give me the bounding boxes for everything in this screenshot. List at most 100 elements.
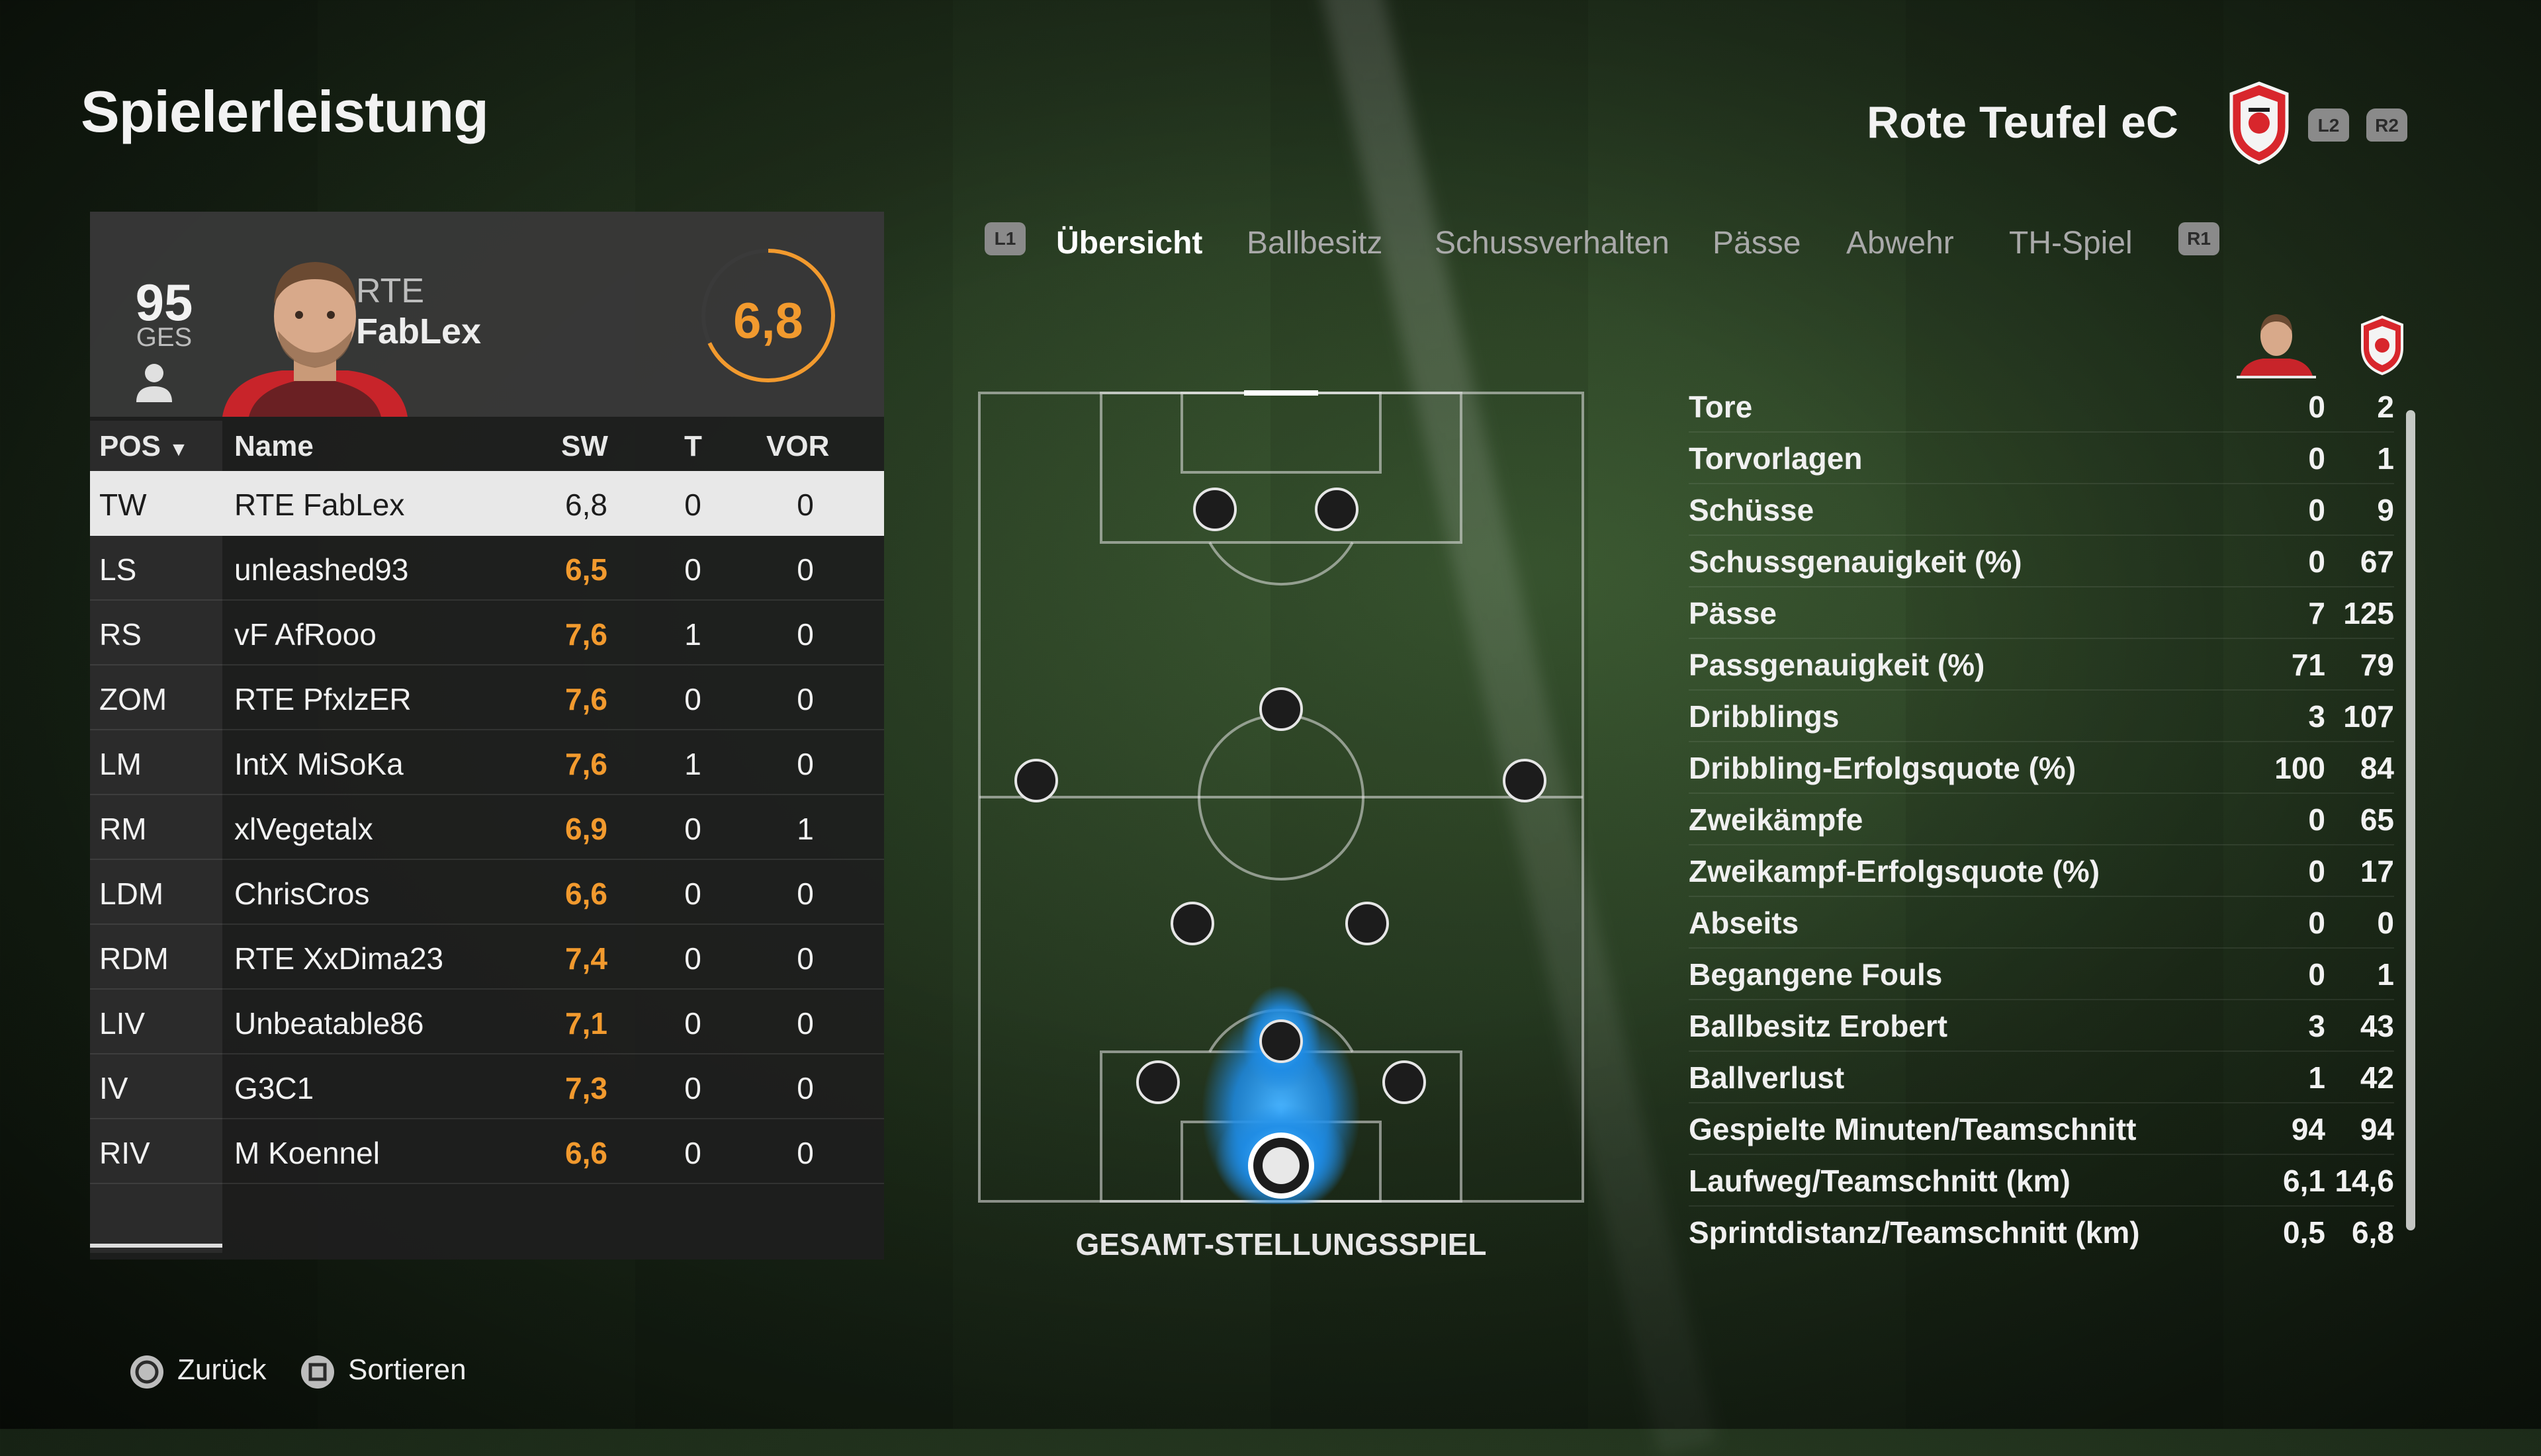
stat-player-value: 7 xyxy=(2308,596,2325,630)
stat-player-value: 0 xyxy=(2308,957,2325,992)
table-row[interactable]: TW RTE FabLex 6,8 0 0 xyxy=(90,471,884,536)
marker-rdm xyxy=(1345,902,1389,945)
stat-team-value: 94 xyxy=(2360,1112,2394,1146)
row-t: 0 xyxy=(684,1006,701,1041)
row-vor: 0 xyxy=(797,1136,814,1170)
team-name: Rote Teufel eC xyxy=(1866,97,2178,148)
back-label[interactable]: Zurück xyxy=(177,1353,267,1386)
header-name[interactable]: Name xyxy=(234,430,314,462)
player-avatar xyxy=(209,245,421,417)
row-pos: LIV xyxy=(99,1006,146,1041)
stat-team-value: 84 xyxy=(2360,751,2394,785)
table-row[interactable]: LIV Unbeatable86 7,1 0 0 xyxy=(90,990,884,1054)
row-sw: 6,6 xyxy=(565,877,607,911)
stat-label: Passgenauigkeit (%) xyxy=(1689,648,1985,682)
table-row[interactable]: LS unleashed93 6,5 0 0 xyxy=(90,536,884,601)
stat-row: Begangene Fouls 0 1 xyxy=(1689,947,2394,1000)
header-t[interactable]: T xyxy=(684,430,702,462)
stat-label: Zweikämpfe xyxy=(1689,802,1863,837)
stat-label: Laufweg/Teamschnitt (km) xyxy=(1689,1164,2071,1198)
stat-team-value: 125 xyxy=(2343,596,2394,630)
row-name: RTE FabLex xyxy=(234,488,405,522)
table-row[interactable]: RS vF AfRooo 7,6 1 0 xyxy=(90,601,884,665)
marker-rm xyxy=(1503,759,1546,802)
stat-player-value: 0 xyxy=(2308,441,2325,476)
player-name: FabLex xyxy=(356,312,482,351)
marker-rs xyxy=(1315,488,1359,531)
table-row[interactable]: RIV M Koennel 6,6 0 0 xyxy=(90,1119,884,1184)
row-name: xlVegetalx xyxy=(234,812,373,846)
stat-label: Abseits xyxy=(1689,906,1799,940)
row-vor: 0 xyxy=(797,617,814,652)
l1-button[interactable]: L1 xyxy=(985,222,1026,255)
stat-team-value: 2 xyxy=(2377,390,2394,424)
stat-team-value: 17 xyxy=(2360,854,2394,888)
row-vor: 0 xyxy=(797,552,814,587)
row-sw: 7,6 xyxy=(565,682,607,716)
tab-schussverhalten[interactable]: Schussverhalten xyxy=(1435,226,1670,261)
header-sw[interactable]: SW xyxy=(561,430,608,462)
stat-label: Ballverlust xyxy=(1689,1060,1845,1095)
row-name: RTE PfxlzER xyxy=(234,682,412,716)
stat-team-value: 1 xyxy=(2377,441,2394,476)
header-pos[interactable]: POS ▼ xyxy=(99,430,189,462)
r2-button[interactable]: R2 xyxy=(2366,108,2407,142)
row-vor: 0 xyxy=(797,682,814,716)
l2-button[interactable]: L2 xyxy=(2308,108,2349,142)
overall-rating: 95 xyxy=(135,273,193,331)
player-markers xyxy=(1014,488,1546,1104)
tab-abwehr[interactable]: Abwehr xyxy=(1846,226,1954,261)
row-pos: RM xyxy=(99,812,147,846)
table-row[interactable]: LM IntX MiSoKa 7,6 1 0 xyxy=(90,730,884,795)
table-row[interactable]: LDM ChrisCros 6,6 0 0 xyxy=(90,860,884,925)
stat-row: Laufweg/Teamschnitt (km) 6,1 14,6 xyxy=(1689,1154,2394,1207)
row-name: Unbeatable86 xyxy=(234,1006,424,1041)
table-row[interactable]: RM xlVegetalx 6,9 0 1 xyxy=(90,795,884,860)
stat-team-value: 14,6 xyxy=(2335,1164,2394,1198)
tab-paesse[interactable]: Pässe xyxy=(1713,226,1801,261)
match-rating-ring xyxy=(701,249,835,382)
stat-team-value: 43 xyxy=(2360,1009,2394,1043)
stat-player-value: 0 xyxy=(2308,493,2325,527)
stat-row: Dribbling-Erfolgsquote (%) 100 84 xyxy=(1689,741,2394,794)
stat-team-value: 79 xyxy=(2360,648,2394,682)
tab-uebersicht[interactable]: Übersicht xyxy=(1056,226,1203,261)
stat-label: Pässe xyxy=(1689,596,1777,630)
square-button-icon[interactable] xyxy=(299,1353,336,1391)
stat-team-value: 9 xyxy=(2377,493,2394,527)
row-vor: 0 xyxy=(797,941,814,976)
stat-label: Schüsse xyxy=(1689,493,1814,527)
header-vor[interactable]: VOR xyxy=(766,430,830,462)
row-name: unleashed93 xyxy=(234,552,409,587)
table-row[interactable]: ZOM RTE PfxlzER 7,6 0 0 xyxy=(90,665,884,730)
stat-label: Sprintdistanz/Teamschnitt (km) xyxy=(1689,1215,2140,1250)
row-pos: IV xyxy=(99,1071,128,1105)
table-row[interactable]: IV G3C1 7,3 0 0 xyxy=(90,1054,884,1119)
stat-label: Dribbling-Erfolgsquote (%) xyxy=(1689,751,2076,785)
stat-player-value: 71 xyxy=(2291,648,2325,682)
person-icon xyxy=(136,364,172,402)
stat-label: Zweikampf-Erfolgsquote (%) xyxy=(1689,854,2100,888)
r1-button[interactable]: R1 xyxy=(2178,222,2219,255)
stat-player-value: 3 xyxy=(2308,1009,2325,1043)
stat-label: Schussgenauigkeit (%) xyxy=(1689,544,2022,579)
marker-ls xyxy=(1193,488,1237,531)
stat-label: Dribblings xyxy=(1689,699,1840,734)
row-sw: 6,5 xyxy=(565,552,607,587)
row-t: 0 xyxy=(684,1136,701,1170)
stat-row: Gespielte Minuten/Teamschnitt 94 94 xyxy=(1689,1102,2394,1155)
table-row[interactable]: RDM RTE XxDima23 7,4 0 0 xyxy=(90,925,884,990)
marker-selected-player xyxy=(1248,1133,1314,1199)
row-name: IntX MiSoKa xyxy=(234,747,404,781)
circle-button-icon[interactable] xyxy=(128,1353,165,1391)
row-pos: RIV xyxy=(99,1136,150,1170)
sort-label[interactable]: Sortieren xyxy=(348,1353,467,1386)
row-name: G3C1 xyxy=(234,1071,314,1105)
player-club: RTE xyxy=(356,272,425,310)
stat-row: Passgenauigkeit (%) 71 79 xyxy=(1689,638,2394,691)
tab-ballbesitz[interactable]: Ballbesitz xyxy=(1247,226,1383,261)
row-sw: 6,8 xyxy=(565,488,607,522)
tab-th-spiel[interactable]: TH-Spiel xyxy=(2009,226,2133,261)
match-rating-value: 6,8 xyxy=(733,293,803,349)
stats-scrollbar[interactable] xyxy=(2406,410,2415,1230)
